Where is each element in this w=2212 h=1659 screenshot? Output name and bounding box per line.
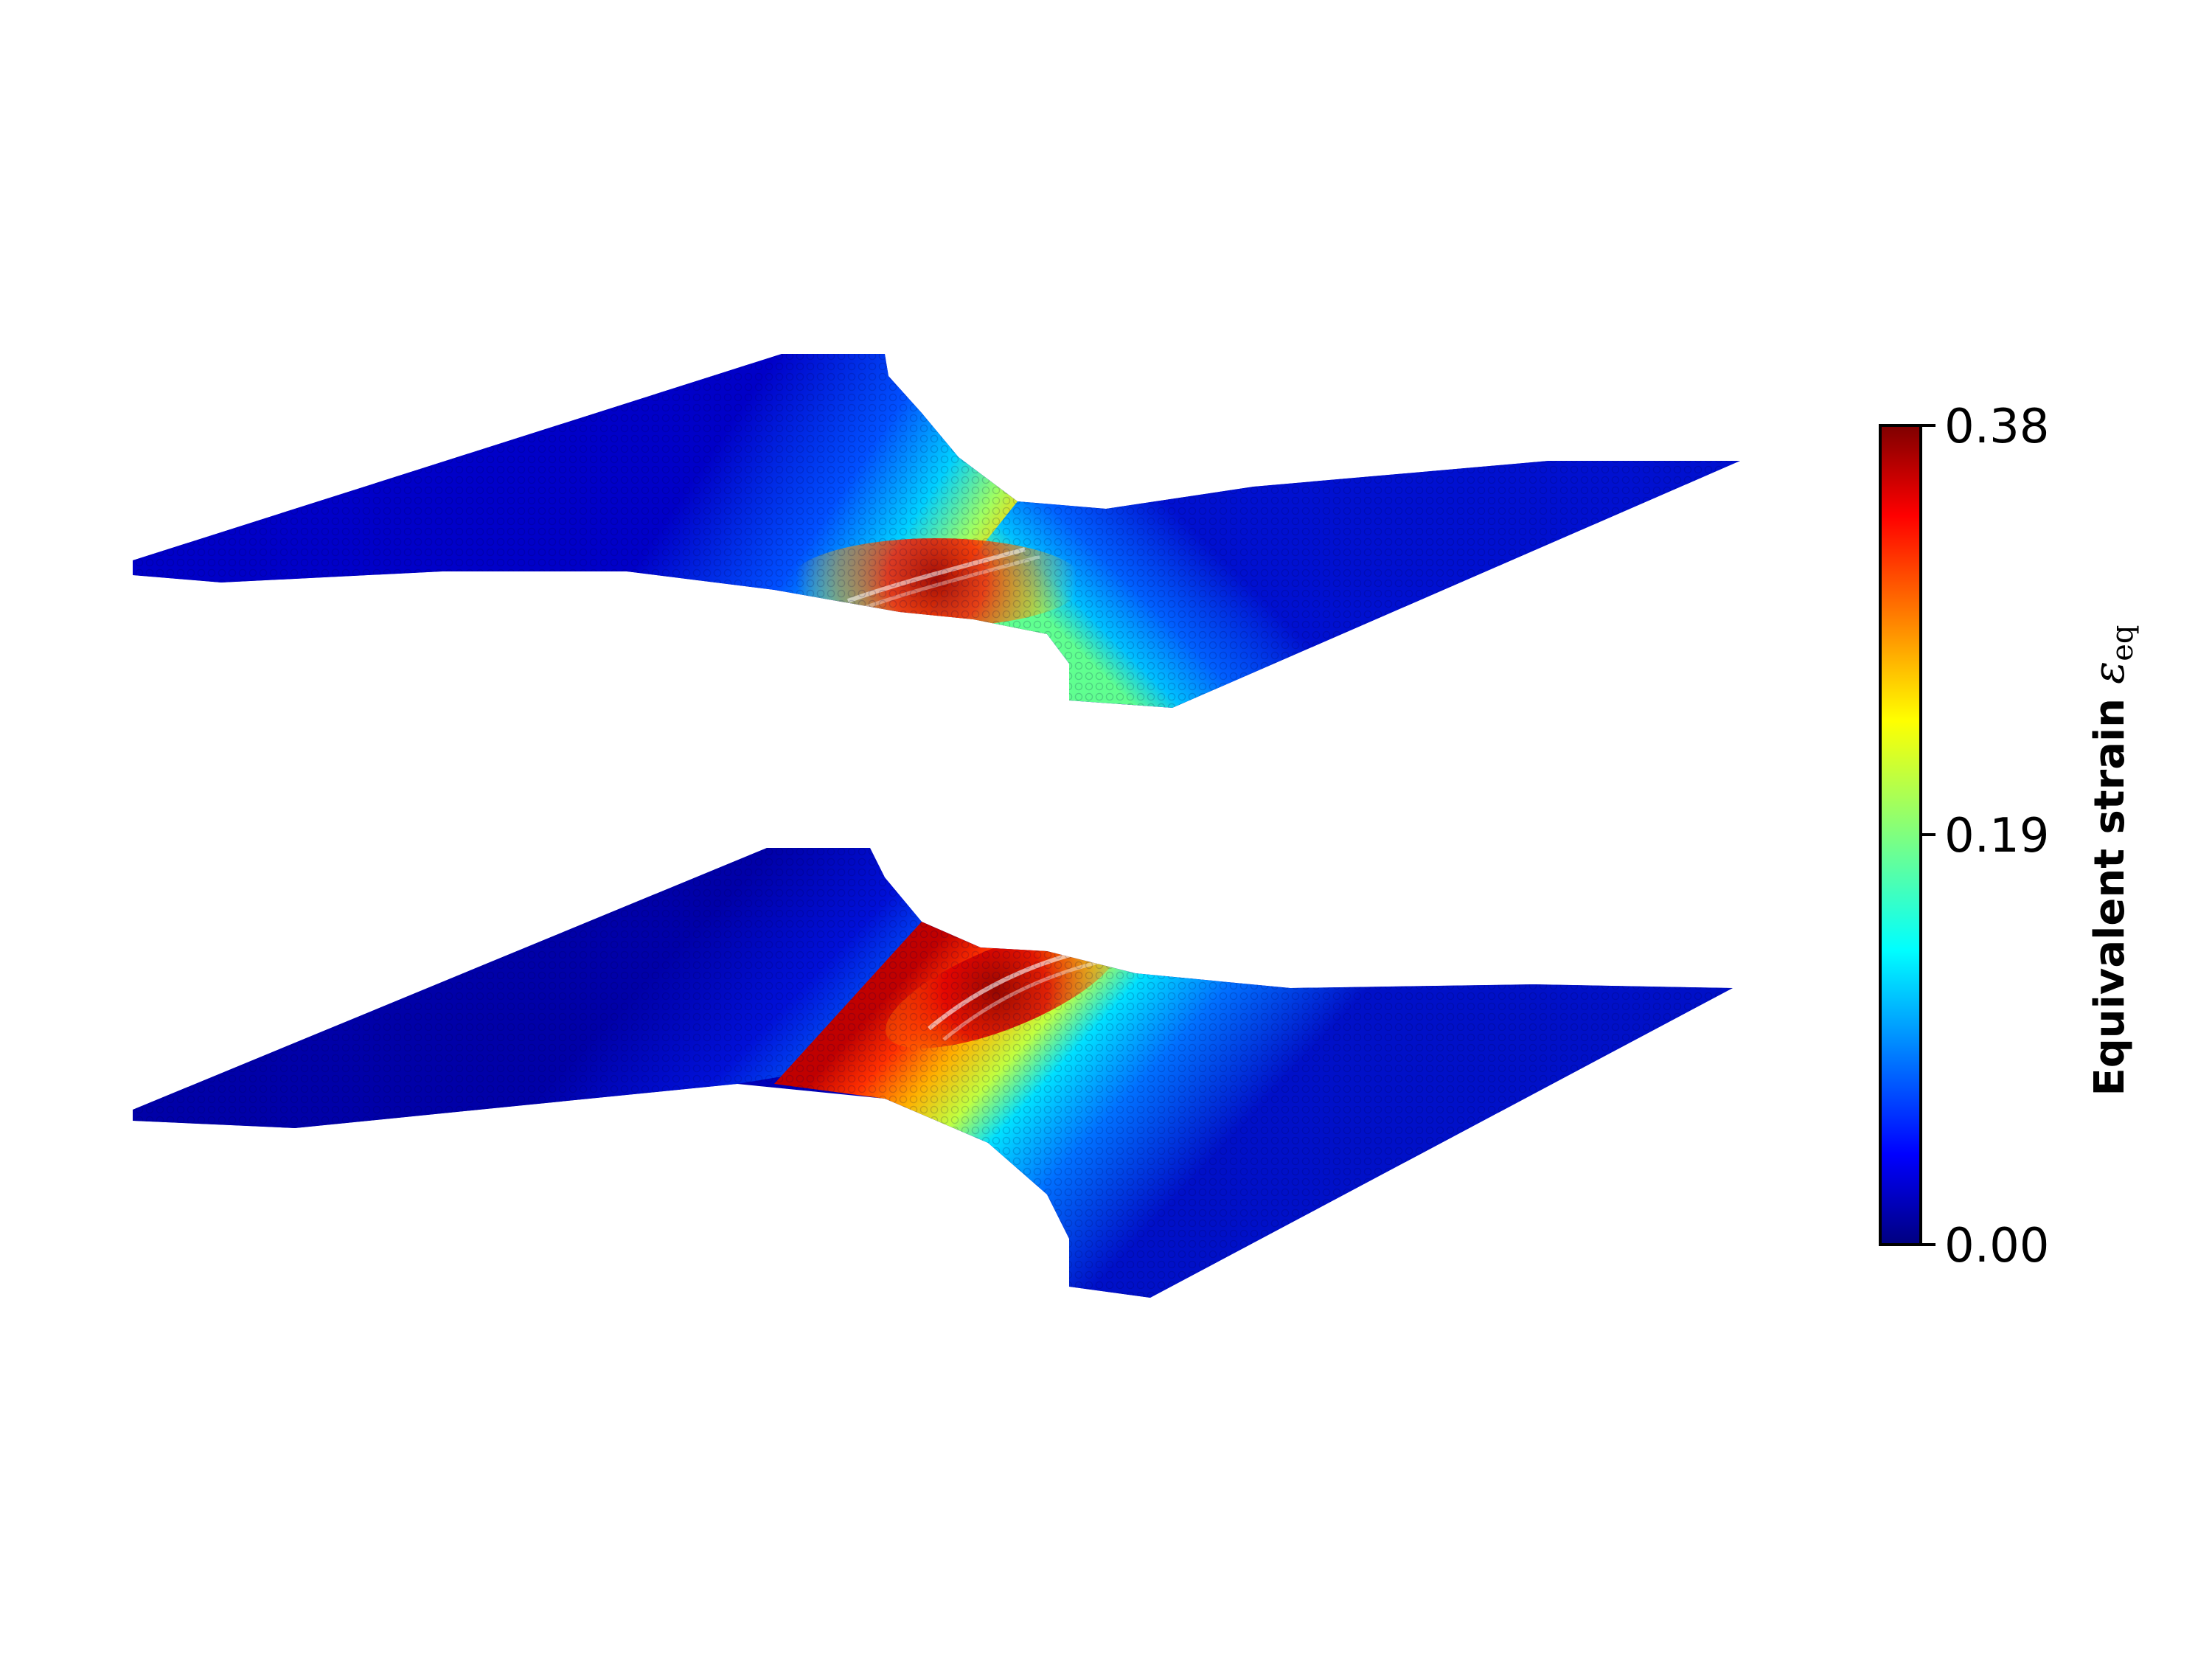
- colorbar-symbol: ε: [2084, 661, 2134, 684]
- colorbar: 0.38 0.19 0.00 Equivalent strain εeq: [1879, 400, 2140, 1273]
- colorbar-subscript: eq: [2106, 625, 2140, 661]
- colorbar-tick-min: 0.00: [1944, 1219, 2050, 1273]
- colorbar-ticks: [1921, 424, 1935, 1246]
- colorbar-tick-max: 0.38: [1944, 400, 2050, 454]
- colorbar-gradient: [1879, 424, 1922, 1246]
- colorbar-title: Equivalent strain εeq: [2084, 625, 2140, 1096]
- svg-text:Equivalent strain εeq: Equivalent strain εeq: [2084, 625, 2140, 1096]
- lower-specimen: [133, 848, 1733, 1298]
- colorbar-label: Equivalent strain: [2086, 698, 2134, 1096]
- upper-specimen: [133, 354, 1740, 708]
- colorbar-tick-mid: 0.19: [1944, 809, 2050, 863]
